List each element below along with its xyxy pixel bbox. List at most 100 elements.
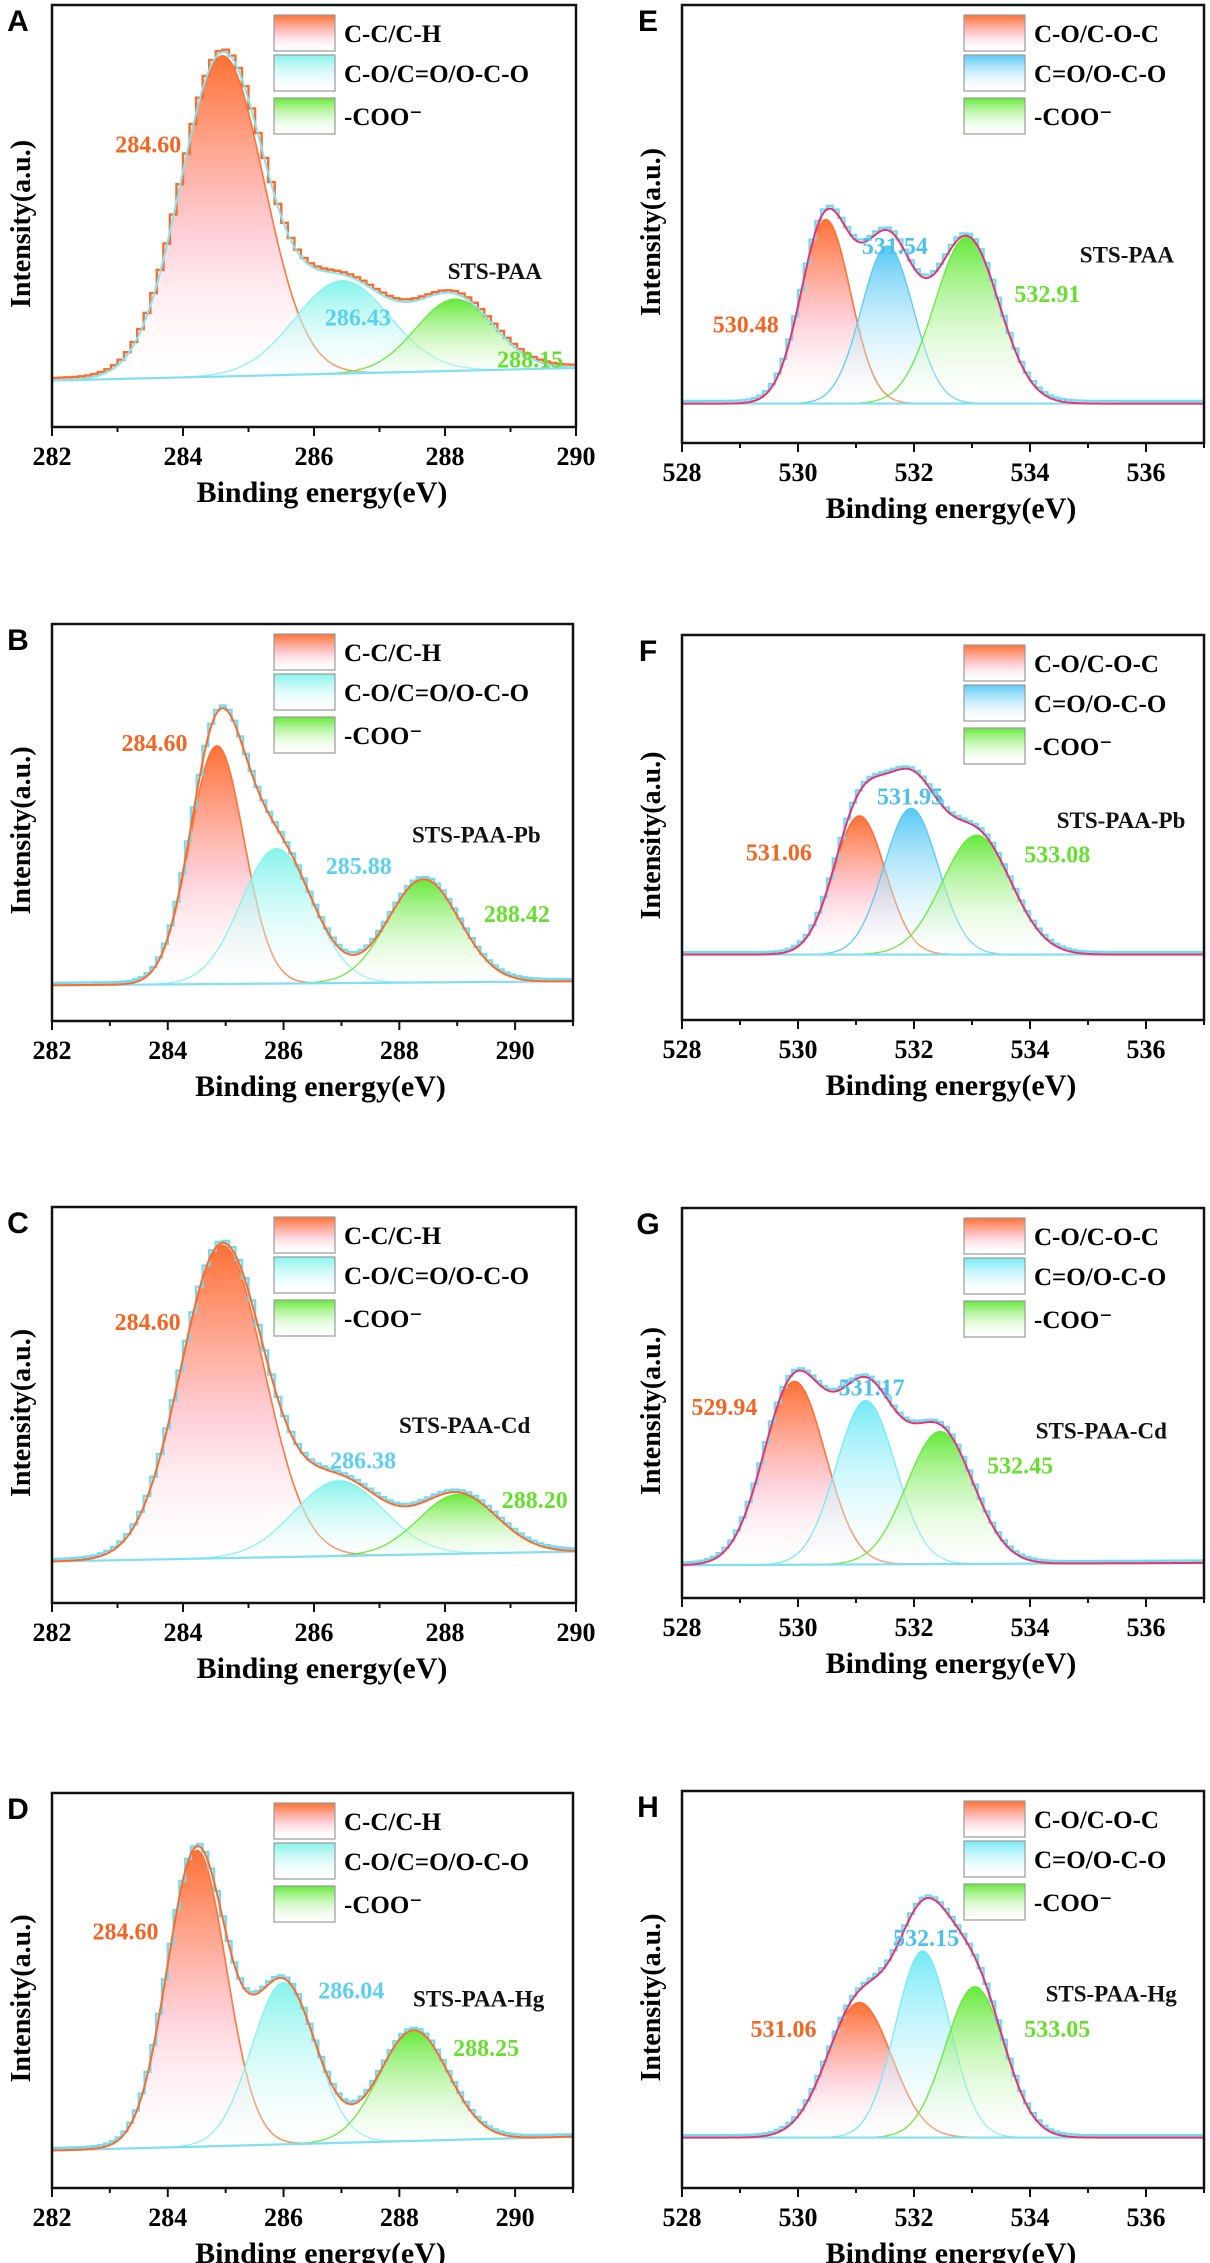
- component-area-0: [52, 55, 576, 381]
- x-axis-title: Binding energy(eV): [826, 492, 1077, 525]
- legend-item: C=O/O-C-O: [963, 1257, 1166, 1295]
- legend-item: -COO⁻: [963, 1300, 1112, 1338]
- fit-envelope-line: [52, 707, 573, 987]
- panel-letter: F: [639, 635, 657, 668]
- peak-label: 285.88: [326, 854, 392, 880]
- legend-swatch: [273, 1216, 336, 1254]
- component-area-2: [52, 299, 576, 381]
- x-tick-label: 288: [426, 442, 465, 471]
- panel-letter: A: [7, 5, 29, 38]
- x-tick-label: 282: [33, 442, 72, 471]
- x-axis-title: Binding energy(eV): [197, 476, 448, 509]
- peak-label: 531.06: [751, 2017, 817, 2043]
- plot-frame: [680, 3, 1206, 445]
- component-area-0: [52, 1850, 573, 2151]
- legend-swatch: [963, 14, 1026, 52]
- legend-label: -COO⁻: [1034, 104, 1112, 131]
- x-tick-label: 282: [33, 2203, 72, 2232]
- y-axis-title: Intensity(a.u.): [6, 1914, 37, 2082]
- x-tick-label: 286: [295, 1618, 334, 1647]
- plot-frame: [680, 633, 1206, 1022]
- component-area-1: [52, 1982, 573, 2151]
- peak-label: 532.15: [893, 1926, 959, 1952]
- legend-label: C=O/O-C-O: [1034, 1264, 1166, 1291]
- legend-item: C-O/C=O/O-C-O: [273, 1256, 529, 1294]
- peak-label: 532.45: [987, 1453, 1053, 1479]
- legend-item: -COO⁻: [963, 1883, 1112, 1921]
- x-tick-label: 286: [295, 442, 334, 471]
- component-area-0: [682, 219, 1204, 404]
- legend-item: C=O/O-C-O: [963, 684, 1166, 722]
- x-tick-label: 528: [663, 458, 702, 487]
- x-axis-title: Binding energy(eV): [195, 2237, 446, 2263]
- legend-label: C-O/C-O-C: [1034, 21, 1159, 48]
- x-tick-label: 284: [164, 442, 203, 471]
- legend-swatch: [963, 54, 1026, 92]
- legend-label: -COO⁻: [1034, 1890, 1112, 1917]
- component-area-2: [52, 1494, 576, 1562]
- peak-label: 531.06: [746, 841, 812, 867]
- legend-label: C=O/O-C-O: [1034, 691, 1166, 718]
- x-tick-label: 282: [33, 1618, 72, 1647]
- peak-label: 286.43: [325, 305, 391, 331]
- sample-label: STS-PAA: [1080, 243, 1175, 268]
- x-tick-label: 528: [663, 1035, 702, 1064]
- fit-envelope-line: [682, 1369, 1204, 1566]
- peak-label: 286.04: [318, 1979, 384, 2005]
- panel-letter: G: [636, 1208, 659, 1241]
- legend-item: -COO⁻: [273, 1885, 422, 1923]
- x-tick-label: 534: [1011, 2203, 1050, 2232]
- x-tick-label: 536: [1127, 1613, 1166, 1642]
- x-tick-label: 290: [557, 1618, 596, 1647]
- legend-label: C-C/C-H: [344, 640, 442, 667]
- legend-item: C-C/C-H: [273, 1216, 442, 1254]
- x-tick-label: 290: [496, 2203, 535, 2232]
- x-tick-label: 286: [264, 1036, 303, 1065]
- legend-swatch: [963, 97, 1026, 135]
- y-axis-title: Intensity(a.u.): [6, 1329, 37, 1497]
- legend-item: -COO⁻: [963, 97, 1112, 135]
- legend-swatch: [963, 1257, 1026, 1295]
- component-area-0: [682, 1381, 1204, 1566]
- fit-envelope-line: [682, 767, 1204, 956]
- panel-F: F 528 530 532 534 536 Binding energy(eV) Intens…: [636, 633, 1206, 1102]
- sample-label: STS-PAA-Hg: [413, 1986, 545, 2011]
- legend-item: C-C/C-H: [273, 1802, 442, 1840]
- legend-item: -COO⁻: [273, 716, 422, 754]
- plot-frame: [680, 1789, 1206, 2190]
- component-area-1: [682, 1951, 1204, 2138]
- background-line: [51, 1550, 577, 1563]
- component-area-0: [52, 1245, 576, 1562]
- x-tick-label: 286: [264, 2203, 303, 2232]
- peak-label: 531.54: [862, 234, 928, 260]
- fit-envelope-line: [51, 1845, 574, 2152]
- legend-label: -COO⁻: [1034, 1307, 1112, 1334]
- legend-label: C-O/C=O/O-C-O: [344, 61, 529, 88]
- component-area-1: [52, 848, 573, 986]
- component-area-0: [52, 745, 573, 986]
- x-tick-label: 530: [779, 2203, 818, 2232]
- legend-label: -COO⁻: [344, 1892, 422, 1919]
- legend-label: -COO⁻: [1034, 734, 1112, 761]
- x-tick-label: 282: [33, 1036, 72, 1065]
- sample-label: STS-PAA-Pb: [1057, 808, 1186, 833]
- x-tick-label: 284: [148, 2203, 187, 2232]
- plot-frame: [50, 1791, 575, 2190]
- peak-label: 284.60: [93, 1919, 159, 1945]
- peak-label: 288.15: [497, 347, 563, 373]
- peak-label: 530.48: [713, 313, 779, 339]
- x-tick-label: 534: [1011, 1035, 1050, 1064]
- component-area-2: [682, 835, 1204, 955]
- legend-item: -COO⁻: [273, 97, 422, 135]
- component-area-2: [682, 1986, 1204, 2138]
- x-tick-label: 528: [663, 1613, 702, 1642]
- component-area-1: [52, 280, 576, 381]
- background-line: [51, 980, 574, 987]
- peak-label: 532.91: [1014, 282, 1080, 308]
- x-tick-label: 532: [895, 1613, 934, 1642]
- x-tick-label: 536: [1127, 2203, 1166, 2232]
- panel-D: D 282 284 286 288 290 Binding energy(eV) Intens…: [6, 1791, 575, 2263]
- y-axis-title: Intensity(a.u.): [636, 751, 667, 919]
- legend-label: C-O/C=O/O-C-O: [344, 680, 529, 707]
- y-axis-title: Intensity(a.u.): [636, 148, 667, 316]
